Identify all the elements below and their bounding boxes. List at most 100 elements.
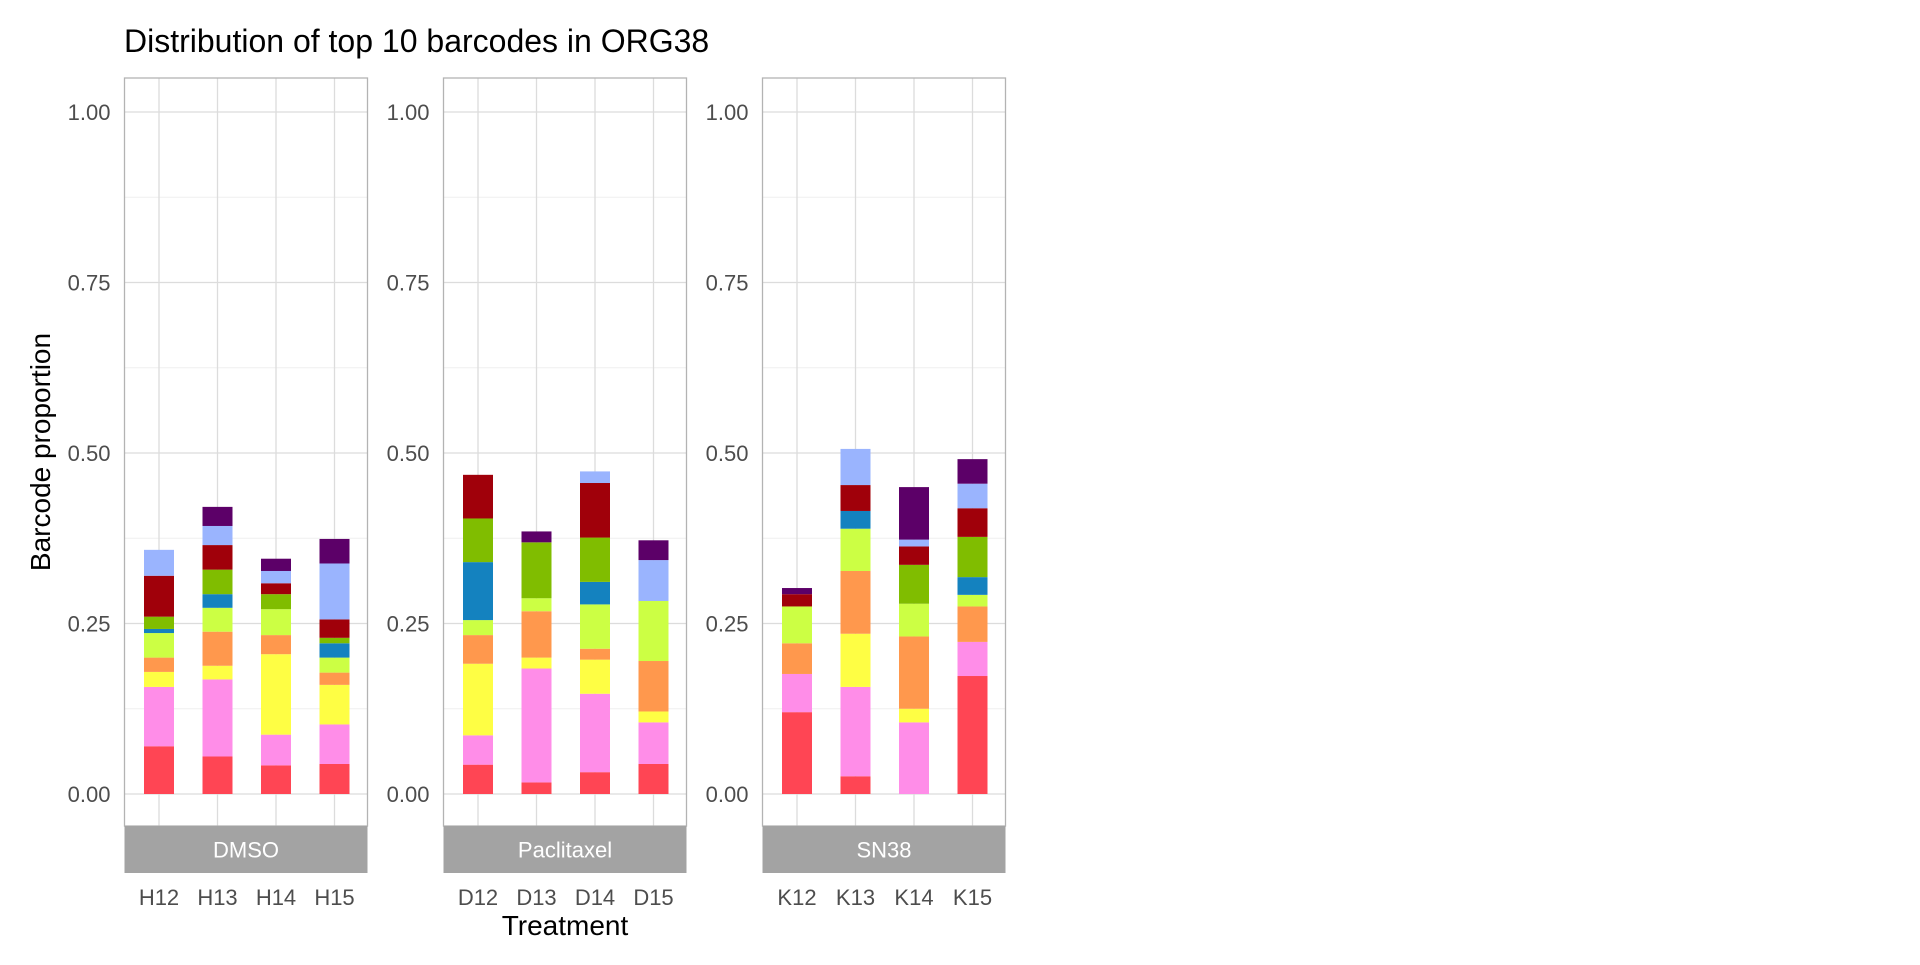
y-tick-label: 0.00 bbox=[706, 782, 749, 807]
bar-D15 bbox=[638, 540, 669, 794]
bar-segment bbox=[580, 537, 610, 582]
bar-H12 bbox=[144, 549, 174, 794]
bar-segment bbox=[957, 508, 988, 537]
facet-strip-label: Paclitaxel bbox=[518, 838, 612, 863]
bar-K13 bbox=[840, 448, 871, 794]
bar-segment bbox=[638, 540, 669, 561]
bar-segment bbox=[202, 525, 233, 546]
bar-segment bbox=[638, 711, 669, 723]
bar-segment bbox=[638, 722, 669, 764]
bar-segment bbox=[202, 569, 233, 595]
bar-segment bbox=[144, 616, 174, 629]
y-tick-label: 0.00 bbox=[68, 782, 111, 807]
bar-segment bbox=[261, 765, 291, 794]
bar-segment bbox=[899, 546, 929, 565]
x-tick-label: D13 bbox=[516, 885, 556, 910]
bar-segment bbox=[202, 607, 233, 632]
bar-D13 bbox=[521, 531, 552, 794]
bar-segment bbox=[319, 643, 350, 658]
y-tick-label: 0.50 bbox=[706, 441, 749, 466]
bar-segment bbox=[144, 575, 174, 617]
bar-segment bbox=[261, 558, 291, 571]
y-tick-label: 0.25 bbox=[387, 612, 430, 637]
bar-segment bbox=[521, 782, 552, 794]
bar-segment bbox=[580, 604, 610, 649]
bar-segment bbox=[202, 506, 233, 526]
bar-segment bbox=[144, 686, 174, 747]
bar-segment bbox=[202, 594, 233, 608]
y-tick-label: 0.75 bbox=[387, 271, 430, 296]
bar-segment bbox=[261, 583, 291, 595]
bar-segment bbox=[463, 474, 493, 519]
y-tick-label: 0.25 bbox=[706, 612, 749, 637]
bar-segment bbox=[840, 528, 871, 571]
bar-segment bbox=[261, 609, 291, 636]
bar-segment bbox=[580, 659, 610, 694]
y-tick-label: 1.00 bbox=[706, 100, 749, 125]
bar-segment bbox=[580, 483, 610, 538]
bar-segment bbox=[144, 628, 174, 634]
bar-segment bbox=[319, 684, 350, 725]
facet-strip bbox=[124, 826, 368, 873]
bar-segment bbox=[261, 734, 291, 766]
bar-segment bbox=[202, 545, 233, 570]
bar-segment bbox=[319, 619, 350, 638]
bar-segment bbox=[521, 542, 552, 599]
x-tick-label: K13 bbox=[836, 885, 875, 910]
bar-segment bbox=[782, 594, 812, 607]
bar-segment bbox=[463, 518, 493, 563]
bar-segment bbox=[782, 673, 812, 713]
bar-segment bbox=[782, 606, 812, 644]
x-tick-label: D12 bbox=[458, 885, 498, 910]
y-tick-label: 0.50 bbox=[387, 441, 430, 466]
y-tick-label: 0.75 bbox=[68, 271, 111, 296]
bar-segment bbox=[261, 635, 291, 655]
panel-paclitaxel: Paclitaxel 0.00 0.25 0.50 0.75 1.00 D12 D13 D14 D… bbox=[387, 77, 688, 910]
x-tick-label: K15 bbox=[953, 885, 992, 910]
panels-layer: DMSO 0.00 0.25 0.50 0.75 1.00 H12 H13 H14 H15 Pacl… bbox=[68, 77, 1007, 910]
bar-segment bbox=[319, 538, 350, 564]
facet-strip bbox=[443, 826, 687, 873]
bar-segment bbox=[202, 756, 233, 794]
bar-segment bbox=[580, 581, 610, 605]
x-tick-label: H13 bbox=[197, 885, 237, 910]
x-tick-label: D15 bbox=[633, 885, 673, 910]
x-tick-label: K14 bbox=[894, 885, 933, 910]
bar-segment bbox=[521, 668, 552, 783]
bar-segment bbox=[261, 654, 291, 735]
bar-segment bbox=[463, 663, 493, 736]
panel-dmso: DMSO 0.00 0.25 0.50 0.75 1.00 H12 H13 H14 H15 bbox=[68, 77, 369, 910]
panel-sn38: SN38 0.00 0.25 0.50 0.75 1.00 K12 K13 K14 K15 bbox=[706, 77, 1007, 910]
x-tick-label: H14 bbox=[256, 885, 296, 910]
bar-segment bbox=[957, 676, 988, 794]
y-axis-label: Barcode proportion bbox=[25, 333, 56, 571]
bar-K15 bbox=[957, 459, 988, 794]
bar-segment bbox=[580, 772, 610, 794]
bar-segment bbox=[261, 570, 291, 584]
bar-segment bbox=[899, 708, 929, 723]
bar-segment bbox=[463, 635, 493, 664]
bar-segment bbox=[261, 594, 291, 610]
bar-segment bbox=[521, 657, 552, 669]
bar-segment bbox=[899, 722, 929, 794]
bar-segment bbox=[957, 536, 988, 578]
bar-segment bbox=[144, 746, 174, 794]
bar-segment bbox=[580, 648, 610, 660]
bar-segment bbox=[840, 686, 871, 777]
bar-segment bbox=[144, 657, 174, 672]
bar-segment bbox=[782, 712, 812, 794]
bar-segment bbox=[840, 448, 871, 486]
bar-segment bbox=[202, 679, 233, 757]
bar-segment bbox=[521, 531, 552, 543]
bar-H13 bbox=[202, 506, 233, 794]
bar-segment bbox=[580, 693, 610, 773]
bar-segment bbox=[899, 539, 929, 547]
bar-segment bbox=[957, 483, 988, 509]
y-tick-label: 0.25 bbox=[68, 612, 111, 637]
bar-segment bbox=[463, 562, 493, 621]
chart-title: Distribution of top 10 barcodes in ORG38 bbox=[124, 23, 709, 59]
bar-segment bbox=[521, 611, 552, 658]
x-tick-label: H15 bbox=[314, 885, 354, 910]
bar-H15 bbox=[319, 538, 350, 794]
